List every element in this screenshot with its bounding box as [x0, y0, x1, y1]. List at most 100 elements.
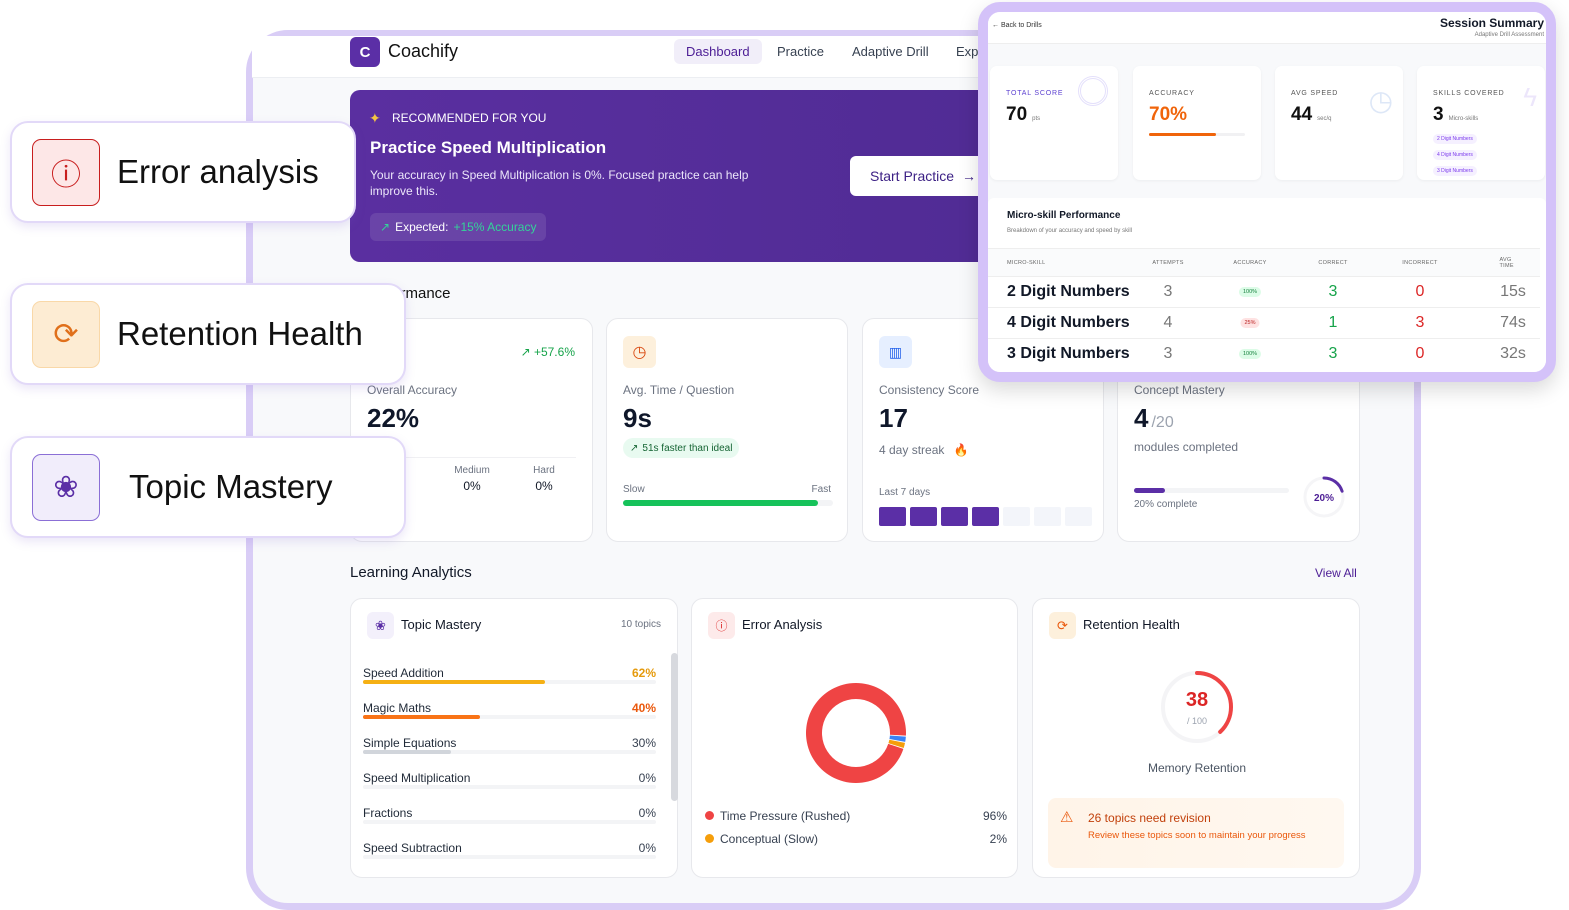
callout-label: Error analysis: [117, 153, 319, 190]
topic-name: Magic Maths: [363, 701, 432, 715]
skill-chip: 2 Digit Numbers: [1433, 134, 1477, 144]
start-practice-button[interactable]: Start Practice →: [850, 156, 1000, 196]
faster-badge: ↗ 51s faster than ideal: [623, 438, 740, 458]
alert-body: Review these topics soon to maintain you…: [1088, 830, 1306, 841]
arrow-right-icon: →: [962, 168, 977, 184]
topic-bar-track: [363, 680, 656, 684]
concept-sub: modules completed: [1134, 440, 1239, 454]
skills-covered-card: SKILLS COVERED 3 Micro-skills ϟ 2 Digit N…: [1417, 66, 1545, 180]
total-score-card: TOTAL SCORE 70 pts: [990, 66, 1118, 180]
brain-icon: ❀: [367, 612, 394, 639]
column-header: MICRO-SKILL: [1007, 259, 1046, 266]
topic-bar-fill: [363, 750, 451, 754]
topic-row[interactable]: Speed Addition 62%: [363, 666, 656, 684]
revision-alert: ⚠ 26 topics need revision Review these t…: [1048, 798, 1344, 868]
topic-bar-fill: [363, 680, 545, 684]
memory-retention-label: Memory Retention: [1147, 761, 1247, 775]
topic-mastery-card: ❀ Topic Mastery 10 topics: [350, 598, 678, 878]
avg-time-value: 9s: [623, 403, 652, 433]
accuracy-value: 22%: [367, 403, 420, 433]
view-all-link[interactable]: View All: [1315, 566, 1357, 580]
topic-pct: 0%: [638, 841, 656, 855]
column-header: CORRECT: [1318, 259, 1348, 266]
banner-body: Your accuracy in Speed Multiplication is…: [370, 168, 749, 198]
column-header: AVG TIME: [1499, 256, 1514, 269]
topic-name: Speed Multiplication: [363, 771, 471, 785]
callout-label: Retention Health: [117, 315, 363, 352]
legend-item: Time Pressure (Rushed) 96%: [705, 809, 1007, 823]
column-header: ATTEMPTS: [1152, 259, 1184, 266]
streak-day: [972, 507, 999, 526]
concept-ring: [1303, 476, 1345, 518]
topic-bar-track: [363, 750, 656, 754]
column-header: INCORRECT: [1402, 259, 1438, 266]
session-summary-panel: ← Back to Drills Session Summary Adaptiv…: [978, 2, 1556, 382]
topic-bar-track: [363, 715, 656, 719]
table-cell: 74s: [1500, 314, 1526, 331]
brand-name: Coachify: [388, 41, 459, 61]
micro-skill-table: Micro-skill Performance Breakdown of you…: [988, 198, 1546, 372]
topic-bar-track: [363, 820, 656, 824]
avg-speed-card: AVG SPEED 44 sec/q ◷: [1275, 66, 1403, 180]
concept-value: 4/20: [1134, 403, 1174, 433]
table-cell: 15s: [1500, 283, 1526, 300]
summary-subtitle: Adaptive Drill Assessment: [1474, 32, 1544, 38]
last-7-days-label: Last 7 days: [879, 487, 931, 498]
nav-explore[interactable]: Exp: [956, 44, 979, 59]
topic-row[interactable]: Simple Equations 30%: [363, 736, 656, 754]
table-cell: 0: [1415, 283, 1425, 300]
streak: 4 day streak 🔥: [879, 443, 969, 457]
alert-circle-icon: ⓘ: [32, 138, 100, 206]
table-cell: 3: [1415, 314, 1425, 331]
donut-slice: [806, 683, 906, 783]
nav-adaptive-drill[interactable]: Adaptive Drill: [852, 44, 929, 59]
topic-pct: 0%: [638, 771, 656, 785]
donut-slice: [889, 735, 906, 742]
scrollbar[interactable]: [671, 653, 678, 801]
legend-item: Conceptual (Slow) 2%: [705, 832, 1007, 846]
table-cell: 2 Digit Numbers: [1007, 283, 1130, 300]
table-cell: 100%: [1238, 287, 1262, 297]
divider: [367, 457, 576, 458]
alert-circle-icon: ⓘ: [708, 612, 735, 639]
error-donut-chart: [806, 683, 906, 783]
table-cell: 4: [1163, 314, 1173, 331]
medium-label: Medium: [454, 465, 490, 476]
alert-title: 26 topics need revision: [1088, 811, 1211, 825]
table-subtitle: Breakdown of your accuracy and speed by …: [1007, 228, 1133, 234]
slow-label: Slow: [623, 484, 645, 495]
table-header-row: MICRO-SKILL ATTEMPTS ACCURACY CORRECT INCORR…: [988, 248, 1540, 276]
concept-progress: [1134, 488, 1289, 493]
streak-day: [879, 507, 906, 526]
column-header: ACCURACY: [1233, 259, 1267, 266]
trend-up-icon: ↗: [630, 442, 639, 454]
streak-day: [910, 507, 937, 526]
nav-practice[interactable]: Practice: [777, 44, 824, 59]
hard-value: 0%: [535, 479, 553, 493]
skill-chip: 3 Digit Numbers: [1433, 166, 1477, 176]
refresh-icon: ⟳: [1049, 612, 1076, 639]
topic-row[interactable]: Speed Multiplication 0%: [363, 771, 656, 789]
expected-badge: ↗ Expected: +15% Accuracy: [370, 213, 547, 241]
topic-row[interactable]: Fractions 0%: [363, 806, 656, 824]
donut-slice: [888, 739, 906, 748]
flame-icon: 🔥: [953, 443, 969, 457]
callout-label: Topic Mastery: [129, 468, 333, 505]
concept-ring-label: 20%: [1313, 493, 1334, 504]
topic-bar-track: [363, 855, 656, 859]
nav-dashboard[interactable]: Dashboard: [674, 39, 762, 64]
concept-progress-label: 20% complete: [1134, 499, 1198, 510]
back-to-drills-link[interactable]: ← Back to Drills: [992, 22, 1042, 29]
streak-days: [879, 507, 1092, 526]
clock-icon: ◷: [623, 336, 656, 368]
target-icon: [1078, 76, 1108, 106]
expected-value: +15% Accuracy: [453, 220, 537, 234]
table-row: 4 Digit Numbers 4 25% 1 3 74s: [988, 307, 1540, 338]
table-cell: 3: [1328, 345, 1338, 362]
brain-icon: ❀: [32, 453, 100, 521]
topic-name: Speed Addition: [363, 666, 444, 680]
topic-row[interactable]: Magic Maths 40%: [363, 701, 656, 719]
streak-day: [1003, 507, 1030, 526]
fast-label: Fast: [811, 484, 831, 495]
summary-title: Session Summary: [1439, 16, 1544, 30]
